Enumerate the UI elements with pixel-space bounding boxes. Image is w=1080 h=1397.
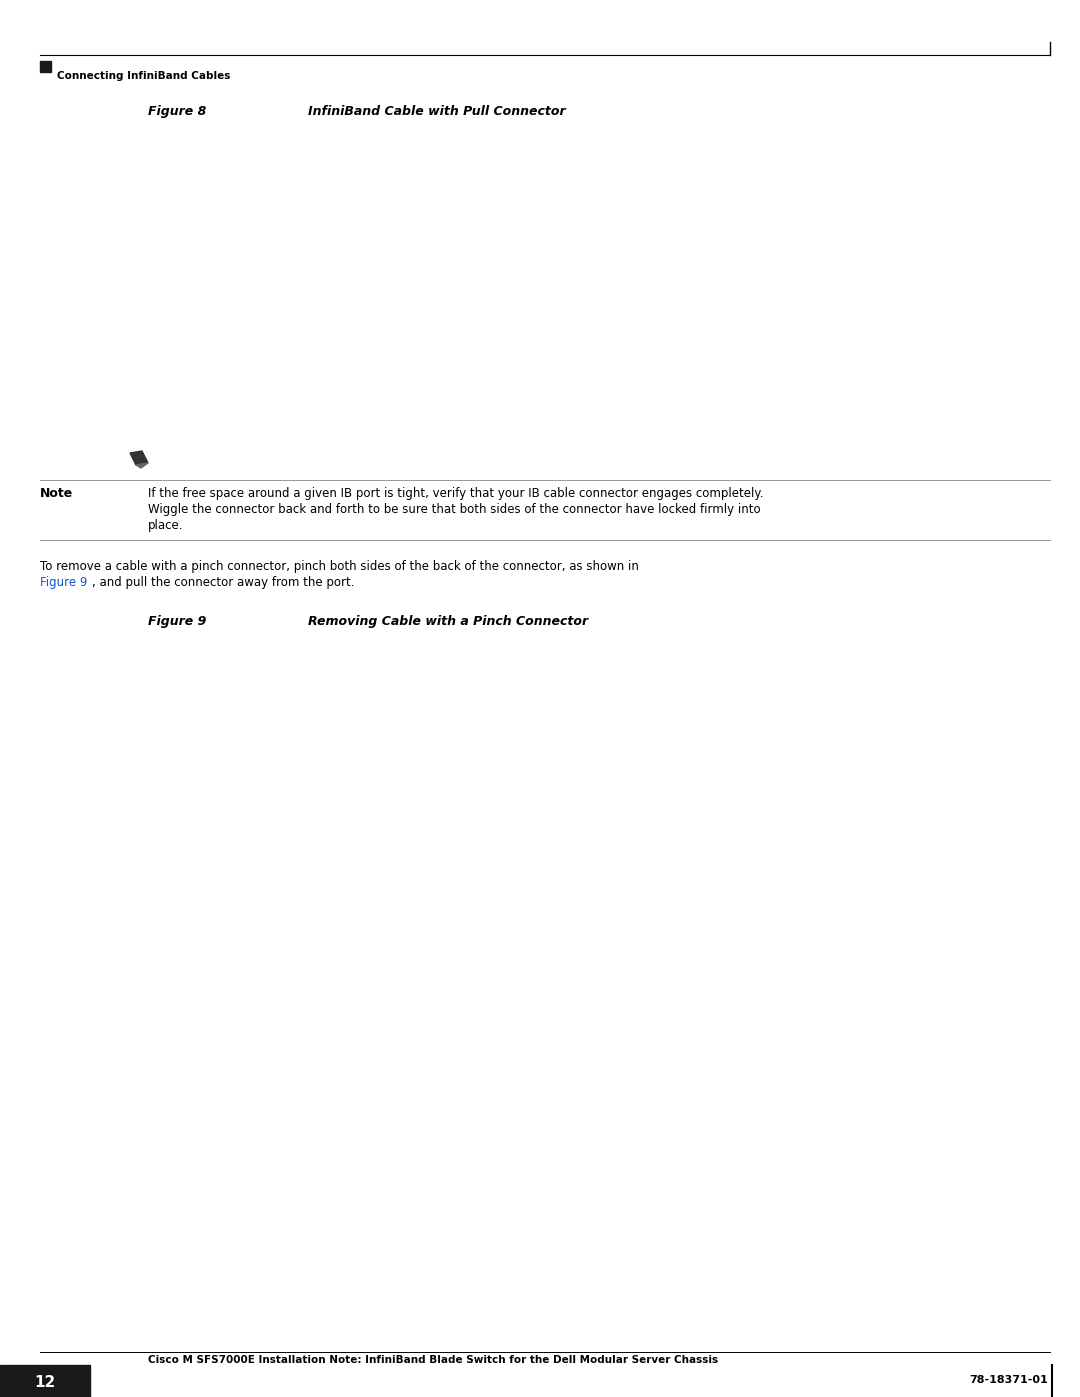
Text: If the free space around a given IB port is tight, verify that your IB cable con: If the free space around a given IB port… bbox=[148, 488, 764, 500]
Text: Figure 9: Figure 9 bbox=[40, 576, 87, 590]
Text: To remove a cable with a pinch connector, pinch both sides of the back of the co: To remove a cable with a pinch connector… bbox=[40, 560, 639, 573]
Bar bbox=[0, 1365, 90, 1397]
Text: place.: place. bbox=[148, 520, 184, 532]
Text: Connecting InfiniBand Cables: Connecting InfiniBand Cables bbox=[57, 71, 230, 81]
Text: Note: Note bbox=[40, 488, 73, 500]
Text: Removing Cable with a Pinch Connector: Removing Cable with a Pinch Connector bbox=[308, 615, 589, 629]
Text: InfiniBand Cable with Pull Connector: InfiniBand Cable with Pull Connector bbox=[308, 105, 566, 117]
Text: 12: 12 bbox=[35, 1375, 56, 1390]
Text: Figure 8: Figure 8 bbox=[148, 105, 206, 117]
Polygon shape bbox=[136, 462, 148, 468]
Text: 78-18371-01: 78-18371-01 bbox=[969, 1375, 1048, 1384]
Bar bbox=[40, 61, 51, 73]
Text: Cisco M SFS7000E Installation Note: InfiniBand Blade Switch for the Dell Modular: Cisco M SFS7000E Installation Note: Infi… bbox=[148, 1355, 718, 1365]
Text: , and pull the connector away from the port.: , and pull the connector away from the p… bbox=[92, 576, 354, 590]
Polygon shape bbox=[130, 451, 148, 465]
Text: Wiggle the connector back and forth to be sure that both sides of the connector : Wiggle the connector back and forth to b… bbox=[148, 503, 760, 515]
Text: Figure 9: Figure 9 bbox=[148, 615, 206, 629]
